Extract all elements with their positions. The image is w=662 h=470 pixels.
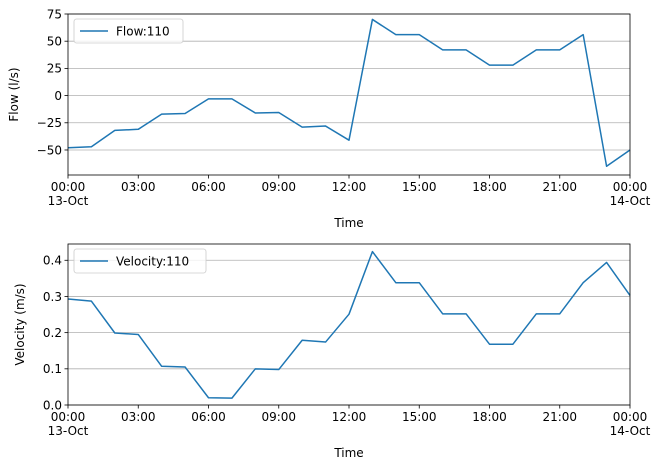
flow-legend-label: Flow:110 <box>116 25 170 39</box>
flow-x-tick-label: 00:00 13-Oct <box>48 180 89 208</box>
flow-y-tick-label: 0 <box>54 89 62 103</box>
velocity-legend: Velocity:110 <box>73 248 207 274</box>
flow-y-tick-label: 50 <box>47 34 62 48</box>
velocity-y-tick-label: 0.1 <box>43 362 62 376</box>
flow-legend-box <box>73 18 184 44</box>
velocity-x-tick-label: 18:00 <box>472 410 507 424</box>
velocity-x-tick-label: 00:00 13-Oct <box>48 410 89 438</box>
velocity-y-tick-label: 0.3 <box>43 290 62 304</box>
flow-y-tick-label: −25 <box>37 116 62 130</box>
flow-x-tick-label: 09:00 <box>261 180 296 194</box>
velocity-y-axis-label: Velocity (m/s) <box>13 283 27 365</box>
flow-chart-panel: −50 −25 0 25 50 75 00:00 13-Oct 03:00 06:00 09:00 1… <box>7 7 651 230</box>
velocity-x-tick-label: 00:00 14-Oct <box>610 410 651 438</box>
velocity-x-tick-label: 09:00 <box>261 410 296 424</box>
velocity-x-tick-label: 21:00 <box>542 410 577 424</box>
flow-x-tick-label: 06:00 <box>191 180 226 194</box>
velocity-chart-panel: 0.0 0.1 0.2 0.3 0.4 00:00 13-Oct 03:00 06:00 09:0… <box>13 243 651 460</box>
flow-legend: Flow:110 <box>73 18 184 44</box>
velocity-series-line <box>67 250 631 399</box>
velocity-x-tick-label: 03:00 <box>121 410 156 424</box>
velocity-y-tick-label: 0.0 <box>43 398 62 412</box>
velocity-legend-label: Velocity:110 <box>116 255 189 269</box>
flow-y-tick-label: 75 <box>47 7 62 21</box>
flow-x-axis-label: Time <box>333 216 363 230</box>
velocity-x-tick-label: 12:00 <box>332 410 367 424</box>
flow-y-axis-label: Flow (l/s) <box>7 67 21 121</box>
velocity-x-tick-label: 15:00 <box>402 410 437 424</box>
velocity-y-tick-label: 0.2 <box>43 326 62 340</box>
velocity-y-tick-label: 0.4 <box>43 254 62 268</box>
flow-x-tick-label: 15:00 <box>402 180 437 194</box>
flow-y-tick-label: 25 <box>47 62 62 76</box>
flow-x-tick-label: 12:00 <box>332 180 367 194</box>
velocity-x-tick-label: 06:00 <box>191 410 226 424</box>
flow-y-tick-label: −50 <box>37 143 62 157</box>
velocity-legend-box <box>73 248 207 274</box>
velocity-x-axis-label: Time <box>333 446 363 460</box>
flow-x-tick-label: 18:00 <box>472 180 507 194</box>
flow-x-tick-label: 03:00 <box>121 180 156 194</box>
flow-x-tick-label: 21:00 <box>542 180 577 194</box>
flow-x-tick-label: 00:00 14-Oct <box>610 180 651 208</box>
